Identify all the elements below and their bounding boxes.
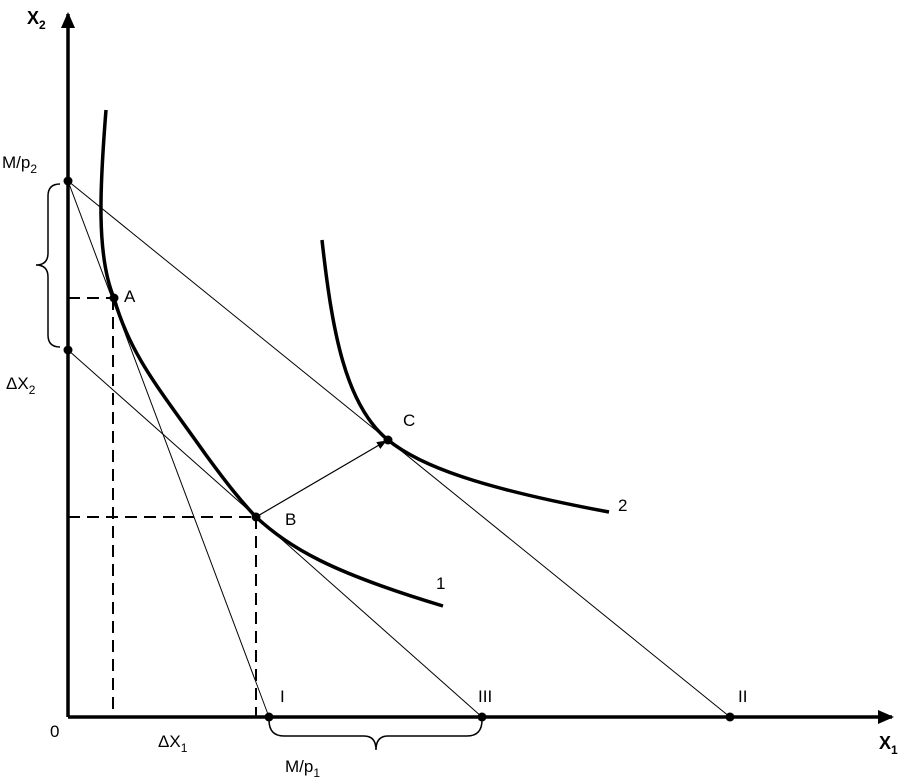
point-label-a: A [124, 287, 136, 306]
y-budget-label: M/p2 [2, 153, 37, 176]
point-c [383, 435, 393, 445]
point-intercept-i [264, 712, 274, 722]
origin-label: 0 [50, 722, 59, 741]
indifference-curve-2 [320, 239, 610, 514]
curve-label-1: 1 [436, 574, 445, 593]
budget-label-iii: III [478, 687, 492, 706]
delta-x2-label: ΔX2 [6, 374, 36, 397]
point-intercept-ii [725, 712, 735, 722]
arrow-b-to-c [255, 440, 387, 518]
point-b [251, 512, 261, 522]
indifference-curve-1 [99, 109, 444, 608]
budget-label-i: I [280, 687, 285, 706]
x-axis-brace [268, 719, 483, 751]
point-intercept-iii [477, 712, 487, 722]
point-label-c: C [403, 411, 415, 430]
point-a [109, 293, 119, 303]
x-budget-label: M/p1 [285, 757, 320, 780]
dashed-guides [68, 297, 257, 717]
x-axis-title: X1 [879, 733, 898, 757]
budget-label-ii: II [738, 687, 747, 706]
curve-label-2: 2 [618, 496, 627, 515]
y-axis-title: X2 [27, 8, 46, 32]
budget-line-i [67, 180, 270, 718]
y-axis-brace [35, 183, 61, 348]
delta-x1-label: ΔX1 [158, 732, 188, 755]
point-delta-x2 [63, 345, 73, 355]
point-label-b: B [285, 510, 296, 529]
point-m-p2 [63, 176, 73, 186]
points [63, 176, 735, 722]
